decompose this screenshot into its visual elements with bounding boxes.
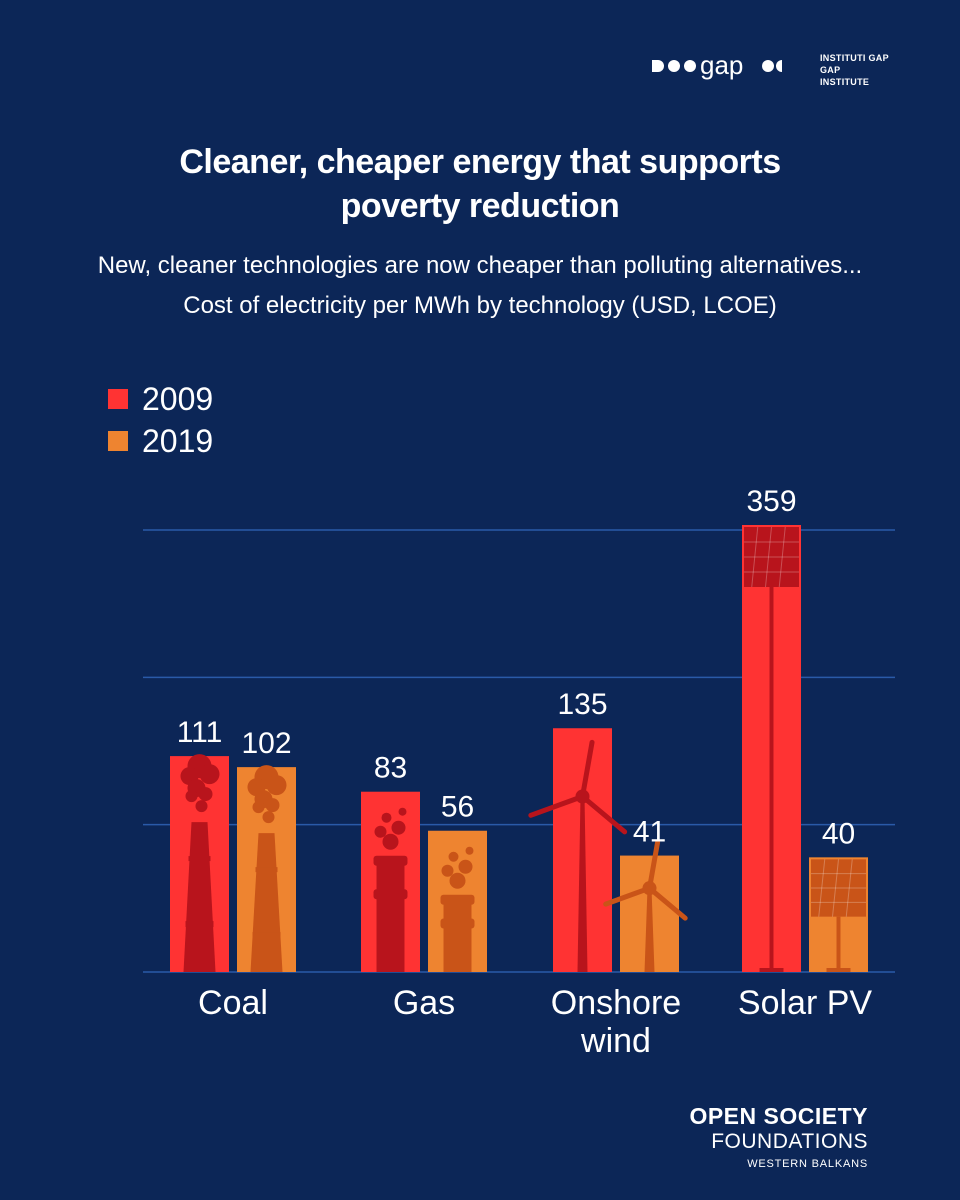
- legend-label-2009: 2009: [142, 380, 214, 417]
- logo-word: gap: [700, 52, 743, 80]
- bar-2009-solar-pv: [742, 525, 801, 972]
- logo-caption: INSTITUTI GAP GAP INSTITUTE: [820, 52, 890, 88]
- bar-2019-solar-pv: [809, 857, 868, 972]
- gap-institute-logo: gap: [652, 52, 782, 80]
- chart-subtitle: New, cleaner technologies are now cheape…: [0, 246, 960, 326]
- category-label: Solar PV: [738, 984, 872, 1022]
- legend-item-2019: 2019: [108, 420, 213, 462]
- data-label: 135: [557, 688, 607, 721]
- data-label: 56: [441, 791, 474, 824]
- legend-swatch-2019: [108, 431, 128, 451]
- chart-subtitle-line2: Cost of electricity per MWh by technolog…: [183, 292, 777, 319]
- wind-turbine-icon: [603, 839, 688, 972]
- smokestack-icon: [247, 765, 287, 972]
- bar-2019-gas: [428, 830, 487, 972]
- chart-title: Cleaner, cheaper energy that supports po…: [0, 140, 960, 228]
- bar-2019-onshore-wind: [603, 839, 688, 972]
- open-society-logo: OPEN SOCIETY FOUNDATIONS WESTERN BALKANS: [689, 1103, 868, 1173]
- chart-subtitle-line1: New, cleaner technologies are now cheape…: [97, 252, 863, 279]
- category-label: Coal: [198, 984, 268, 1022]
- data-label: 359: [746, 485, 796, 518]
- solar-panel-icon: [811, 859, 866, 972]
- data-label: 102: [241, 727, 291, 760]
- osf-line3: WESTERN BALKANS: [747, 1158, 868, 1170]
- bar-2009-coal: [170, 754, 229, 972]
- data-label: 41: [633, 816, 666, 849]
- logo-caption-line1: INSTITUTI GAP: [820, 53, 889, 63]
- chart-legend: 2009 2019: [108, 378, 213, 462]
- legend-item-2009: 2009: [108, 378, 213, 420]
- osf-line2: FOUNDATIONS: [711, 1130, 868, 1153]
- category-label: Onshore: [551, 984, 681, 1022]
- legend-swatch-2009: [108, 389, 128, 409]
- bar-2009-onshore-wind: [528, 728, 628, 972]
- chart-title-line2: poverty reduction: [340, 187, 620, 225]
- chart-title-line1: Cleaner, cheaper energy that supports: [179, 143, 781, 181]
- data-label: 83: [374, 752, 407, 785]
- data-label: 111: [177, 716, 223, 749]
- category-label: Gas: [393, 984, 455, 1022]
- bar-2019-coal: [237, 765, 296, 972]
- legend-label-2019: 2019: [142, 422, 214, 459]
- smokestack-icon: [180, 754, 220, 972]
- category-label: wind: [580, 1022, 651, 1060]
- solar-panel-icon: [744, 526, 799, 972]
- gas-chimney-icon: [373, 807, 408, 972]
- data-label: 40: [822, 817, 855, 850]
- bar-2009-gas: [361, 791, 420, 972]
- gas-chimney-icon: [440, 846, 475, 972]
- logo-caption-line2: GAP INSTITUTE: [820, 65, 870, 87]
- osf-line1: OPEN SOCIETY: [689, 1103, 868, 1129]
- wind-turbine-icon: [528, 739, 628, 972]
